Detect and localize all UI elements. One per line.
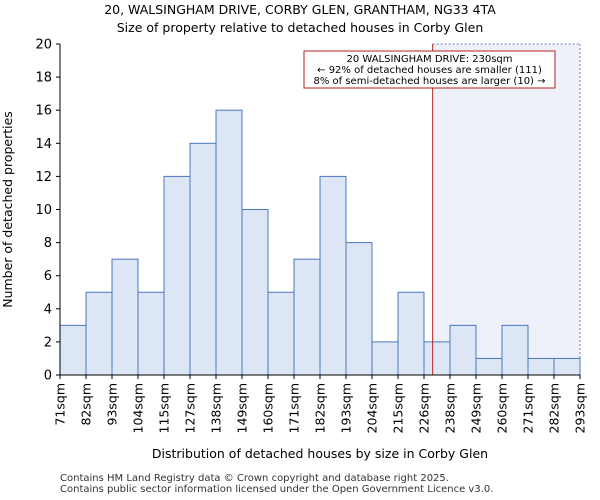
x-tick-label: 71sqm bbox=[53, 383, 68, 426]
x-tick-label: 293sqm bbox=[573, 383, 588, 433]
chart-title-line2: Size of property relative to detached ho… bbox=[116, 20, 484, 35]
y-tick-label: 8 bbox=[44, 236, 52, 251]
histogram-bar bbox=[527, 357, 555, 376]
annotation-text: ← 92% of detached houses are smaller (11… bbox=[317, 65, 542, 76]
histogram-bar bbox=[111, 258, 139, 376]
y-tick-label: 4 bbox=[44, 302, 52, 317]
y-tick-label: 12 bbox=[35, 170, 52, 185]
footer-copyright: Contains HM Land Registry data © Crown c… bbox=[60, 473, 449, 484]
y-tick-label: 6 bbox=[44, 269, 52, 284]
histogram-bar bbox=[241, 209, 269, 376]
histogram-bar bbox=[345, 242, 373, 376]
y-tick-label: 20 bbox=[35, 38, 52, 53]
y-axis-label: Number of detached properties bbox=[0, 111, 15, 308]
y-tick-label: 18 bbox=[35, 71, 52, 86]
histogram-bar bbox=[553, 357, 581, 376]
histogram-bar bbox=[293, 258, 321, 376]
x-tick-label: 271sqm bbox=[521, 383, 536, 433]
histogram-bar bbox=[189, 142, 217, 376]
x-tick-label: 249sqm bbox=[469, 383, 484, 433]
x-tick-label: 204sqm bbox=[365, 383, 380, 433]
histogram-bar bbox=[163, 175, 191, 376]
histogram-bar bbox=[85, 291, 113, 376]
x-tick-label: 127sqm bbox=[183, 383, 198, 433]
histogram-bar bbox=[319, 175, 347, 376]
annotation-text: 8% of semi-detached houses are larger (1… bbox=[313, 76, 545, 87]
histogram-bar bbox=[501, 324, 529, 376]
histogram-bar bbox=[371, 341, 399, 376]
x-tick-label: 138sqm bbox=[209, 383, 224, 433]
annotation-box bbox=[303, 50, 556, 89]
y-tick-label: 2 bbox=[44, 335, 52, 350]
histogram-bar bbox=[59, 324, 87, 376]
histogram-bar bbox=[423, 341, 451, 376]
y-tick-label: 10 bbox=[35, 203, 52, 218]
y-tick-label: 0 bbox=[44, 369, 52, 384]
histogram-bar bbox=[475, 357, 503, 376]
histogram-bar bbox=[267, 291, 295, 376]
x-tick-label: 160sqm bbox=[261, 383, 276, 433]
x-tick-label: 282sqm bbox=[547, 383, 562, 433]
x-tick-label: 226sqm bbox=[417, 383, 432, 433]
y-tick-label: 14 bbox=[35, 137, 52, 152]
histogram-bar bbox=[215, 109, 243, 376]
x-tick-label: 82sqm bbox=[79, 383, 94, 426]
x-tick-label: 115sqm bbox=[157, 383, 172, 433]
y-tick-label: 16 bbox=[35, 104, 52, 119]
chart-title-line1: 20, WALSINGHAM DRIVE, CORBY GLEN, GRANTH… bbox=[104, 2, 496, 17]
footer-licence: Contains public sector information licen… bbox=[60, 484, 494, 495]
x-tick-label: 238sqm bbox=[443, 383, 458, 433]
x-tick-label: 193sqm bbox=[339, 383, 354, 433]
annotation-text: 20 WALSINGHAM DRIVE: 230sqm bbox=[346, 54, 512, 65]
histogram-bar bbox=[137, 291, 165, 376]
histogram-bar bbox=[449, 324, 477, 376]
histogram-bar bbox=[397, 291, 425, 376]
x-tick-label: 93sqm bbox=[105, 383, 120, 426]
x-tick-label: 171sqm bbox=[287, 383, 302, 433]
x-tick-label: 215sqm bbox=[391, 383, 406, 433]
highlight-region bbox=[432, 44, 580, 375]
x-tick-label: 260sqm bbox=[495, 383, 510, 433]
x-axis-label: Distribution of detached houses by size … bbox=[152, 446, 488, 461]
x-tick-label: 104sqm bbox=[131, 383, 146, 433]
x-tick-label: 149sqm bbox=[235, 383, 250, 433]
x-tick-label: 182sqm bbox=[313, 383, 328, 433]
